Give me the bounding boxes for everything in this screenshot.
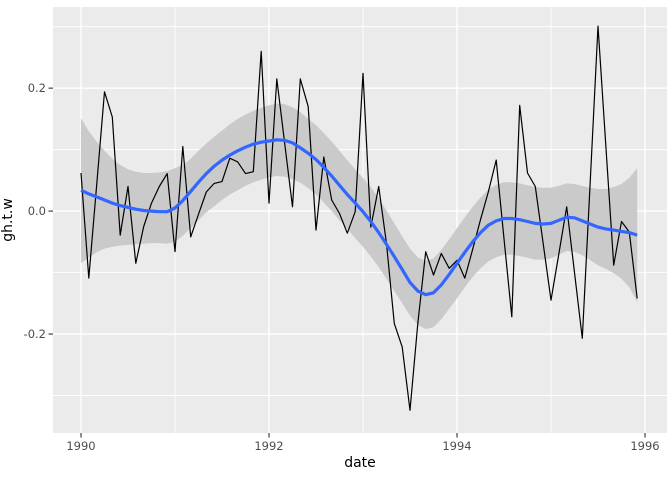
- y-axis-title: gh.t.w: [0, 198, 16, 242]
- data-line: [80, 25, 638, 411]
- x-tick-label: 1996: [630, 439, 659, 453]
- y-tick-label: 0.2: [28, 81, 46, 95]
- y-tick-label: -0.2: [24, 327, 46, 341]
- x-tick-label: 1994: [442, 439, 471, 453]
- y-tick-label: 0.0: [28, 204, 46, 218]
- x-axis-title: date: [344, 455, 376, 471]
- x-tick-label: 1992: [254, 439, 283, 453]
- x-tick-label: 1990: [66, 439, 95, 453]
- smooth-line: [80, 138, 638, 297]
